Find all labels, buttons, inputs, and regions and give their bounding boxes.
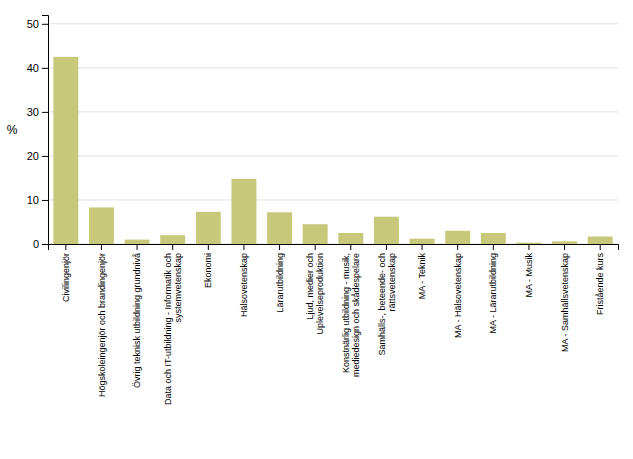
- bar: [552, 241, 577, 244]
- x-tick: MA - Samhällsvetenskap: [560, 244, 570, 352]
- bar: [588, 237, 613, 244]
- tick-mark: [564, 244, 565, 250]
- tick-label: Hälsovetenskap: [239, 253, 249, 317]
- x-tick: Högskoleingenjör och brandingenjör: [97, 244, 107, 397]
- tick-label: Ekonomi: [203, 253, 213, 288]
- tick-mark: [42, 244, 48, 245]
- y-tick: 0: [33, 238, 48, 250]
- bar: [267, 212, 292, 244]
- tick-mark: [65, 244, 66, 250]
- chart: 0 10 20 30 40 50 Civilingenjör Högskoleingenjör…: [0, 0, 633, 459]
- x-tick: MA - Hälsovetenskap: [453, 244, 463, 338]
- tick-label: 40: [27, 62, 39, 74]
- x-tick: Fristående kurs: [595, 244, 605, 315]
- tick-mark: [101, 244, 102, 250]
- bars: [53, 57, 612, 244]
- tick-mark: [386, 244, 387, 250]
- tick-mark: [42, 156, 48, 157]
- x-tick: Data och IT-utbildning - Informatik ochs…: [163, 244, 183, 405]
- bar: [53, 57, 78, 244]
- x-tick: MA - Lärarutbildning: [488, 244, 498, 334]
- tick-label: Lärarutbildning: [275, 253, 285, 313]
- x-tick: Ljud, medier ochUplevelseproduktion: [305, 244, 325, 335]
- bar: [303, 224, 328, 244]
- bar: [89, 207, 114, 244]
- x-tick: MA - Musik: [524, 244, 534, 298]
- tick-mark: [42, 24, 48, 25]
- tick-label: MA - Teknik: [417, 253, 427, 300]
- tick-label: Ljud, medier ochUplevelseproduktion: [305, 253, 325, 335]
- grid-line: [48, 111, 618, 112]
- tick-mark: [528, 244, 529, 250]
- tick-label: MA - Musik: [524, 253, 534, 298]
- tick-label: Civilingenjör: [61, 253, 71, 302]
- grid-line: [48, 23, 618, 24]
- grid-line: [48, 67, 618, 68]
- tick-mark: [42, 68, 48, 69]
- x-tick: Konstnärlig utbildning - musik,mediedesi…: [341, 244, 361, 377]
- x-tick: Lärarutbildning: [275, 244, 285, 313]
- tick-label: MA - Samhällsvetenskap: [560, 253, 570, 352]
- tick-mark: [457, 244, 458, 250]
- x-tick: Samhälls-, beteende- ochrättsvetenskap: [377, 244, 397, 356]
- bar: [516, 243, 541, 244]
- bar: [410, 239, 435, 244]
- grid: [48, 24, 618, 244]
- y-tick: 40: [27, 62, 48, 74]
- tick-label: MA - Hälsovetenskap: [453, 253, 463, 338]
- bar: [196, 212, 221, 244]
- x-tick: MA - Teknik: [417, 244, 427, 299]
- tick-label: 0: [33, 238, 39, 250]
- y-tick: 10: [27, 194, 48, 206]
- bar: [338, 233, 363, 244]
- y-axis-label: %: [7, 123, 18, 137]
- y-tick: 20: [27, 150, 48, 162]
- tick-mark: [208, 244, 209, 250]
- bar: [160, 235, 185, 244]
- axis-domain: [42, 16, 49, 245]
- bar: [231, 179, 256, 244]
- tick-label: 20: [27, 150, 39, 162]
- tick-label: Data och IT-utbildning - Informatik ochs…: [163, 253, 183, 405]
- x-tick: Ekonomi: [203, 244, 213, 288]
- bar: [481, 233, 506, 244]
- grid-line: [48, 199, 618, 200]
- bar: [445, 231, 470, 244]
- x-tick: Civilingenjör: [61, 244, 71, 302]
- x-tick: Hälsovetenskap: [239, 244, 249, 317]
- x-axis: Civilingenjör Högskoleingenjör och brandi…: [49, 244, 619, 405]
- tick-mark: [350, 244, 351, 250]
- tick-mark: [279, 244, 280, 250]
- tick-mark: [172, 244, 173, 250]
- tick-label: Konstnärlig utbildning - musik,mediedesi…: [341, 253, 361, 377]
- tick-mark: [137, 244, 138, 250]
- tick-label: 50: [27, 18, 39, 30]
- tick-label: Fristående kurs: [595, 253, 605, 316]
- tick-label: Samhälls-, beteende- ochrättsvetenskap: [377, 253, 397, 356]
- tick-mark: [600, 244, 601, 250]
- tick-mark: [493, 244, 494, 250]
- y-axis: 0 10 20 30 40 50: [27, 16, 49, 251]
- bar: [374, 217, 399, 244]
- tick-label: 10: [27, 194, 39, 206]
- axis-domain: [49, 245, 619, 251]
- tick-mark: [42, 112, 48, 113]
- tick-mark: [243, 244, 244, 250]
- tick-label: Övrig teknisk utbildning grundnivå: [132, 253, 142, 388]
- y-tick: 50: [27, 18, 48, 30]
- tick-mark: [315, 244, 316, 250]
- plot-area: 0 10 20 30 40 50 Civilingenjör Högskoleingenjör…: [7, 16, 619, 406]
- bar: [125, 240, 150, 244]
- tick-label: 30: [27, 106, 39, 118]
- tick-label: MA - Lärarutbildning: [488, 253, 498, 334]
- tick-mark: [42, 200, 48, 201]
- x-tick: Övrig teknisk utbildning grundnivå: [132, 244, 142, 388]
- grid-line: [48, 155, 618, 156]
- y-tick: 30: [27, 106, 48, 118]
- tick-mark: [422, 244, 423, 250]
- tick-label: Högskoleingenjör och brandingenjör: [97, 253, 107, 397]
